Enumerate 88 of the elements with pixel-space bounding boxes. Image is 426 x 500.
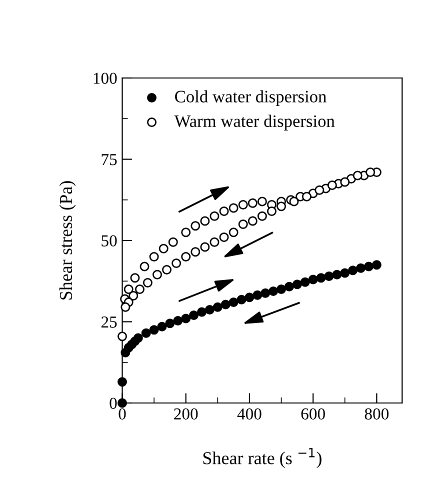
point — [142, 278, 152, 288]
point — [238, 220, 248, 229]
point — [244, 292, 254, 302]
point — [352, 170, 362, 180]
point — [158, 244, 168, 254]
point — [168, 237, 178, 247]
point — [197, 307, 207, 317]
point — [228, 203, 238, 213]
point — [210, 237, 220, 247]
point — [238, 200, 248, 210]
point — [181, 314, 191, 324]
point — [118, 398, 128, 408]
point — [219, 206, 229, 216]
point — [141, 328, 151, 338]
point — [356, 263, 366, 273]
point — [366, 168, 376, 177]
y-axis-title: Shear stress (Pa) — [59, 181, 76, 300]
y-tick-label: 25 — [101, 316, 117, 328]
point — [252, 290, 262, 300]
point — [181, 252, 191, 262]
point — [149, 252, 159, 262]
x-tick-label: 600 — [301, 408, 325, 420]
y-tick-label: 100 — [94, 72, 117, 84]
point — [149, 325, 159, 335]
point — [300, 277, 310, 287]
point — [212, 302, 222, 312]
point — [308, 274, 318, 284]
point — [302, 192, 312, 202]
point — [190, 247, 200, 257]
point — [152, 270, 162, 280]
point — [204, 304, 214, 314]
point — [324, 272, 334, 281]
point — [133, 333, 143, 343]
point — [140, 262, 150, 272]
point — [314, 185, 324, 195]
point — [372, 260, 382, 270]
point — [162, 265, 172, 274]
point — [340, 177, 350, 187]
point — [118, 332, 128, 342]
point — [260, 288, 270, 298]
point — [165, 318, 175, 328]
point — [332, 270, 342, 280]
point — [210, 211, 220, 221]
point — [364, 262, 374, 272]
point — [120, 302, 130, 312]
point — [289, 196, 299, 206]
point — [284, 282, 294, 292]
point — [348, 266, 358, 276]
point — [276, 202, 286, 212]
point — [228, 298, 238, 307]
point — [257, 211, 267, 221]
point — [200, 242, 210, 252]
x-axis-title: Shear rate (s $^{−1}$) — [203, 448, 322, 468]
y-tick-label: 0 — [110, 398, 117, 409]
point — [128, 291, 138, 300]
point — [130, 273, 140, 283]
point — [257, 196, 267, 206]
point — [267, 206, 276, 216]
point — [228, 228, 238, 238]
y-tick-label: 75 — [102, 154, 117, 166]
point — [173, 316, 183, 326]
point — [316, 273, 326, 283]
point — [236, 294, 246, 304]
x-tick-label: 0 — [118, 408, 126, 420]
point — [181, 228, 191, 238]
legend-label: Cold water dispersion — [175, 90, 326, 106]
legend-label: Warm water dispersion — [174, 114, 335, 131]
x-tick-label: 800 — [364, 408, 389, 420]
point — [190, 221, 200, 231]
point — [172, 258, 182, 268]
point — [248, 198, 258, 208]
point — [189, 310, 199, 320]
point — [292, 280, 302, 290]
y-tick-label: 50 — [102, 235, 117, 246]
point — [248, 216, 258, 226]
x-tick-label: 200 — [174, 408, 198, 420]
x-tick-label: 400 — [237, 408, 262, 420]
point — [157, 322, 167, 332]
point — [124, 284, 134, 294]
point — [220, 300, 230, 310]
point — [276, 284, 286, 294]
point — [200, 216, 210, 226]
point — [327, 180, 337, 190]
point — [118, 377, 128, 387]
point — [219, 232, 229, 242]
point — [135, 284, 144, 294]
point — [340, 268, 350, 278]
point — [268, 286, 278, 296]
